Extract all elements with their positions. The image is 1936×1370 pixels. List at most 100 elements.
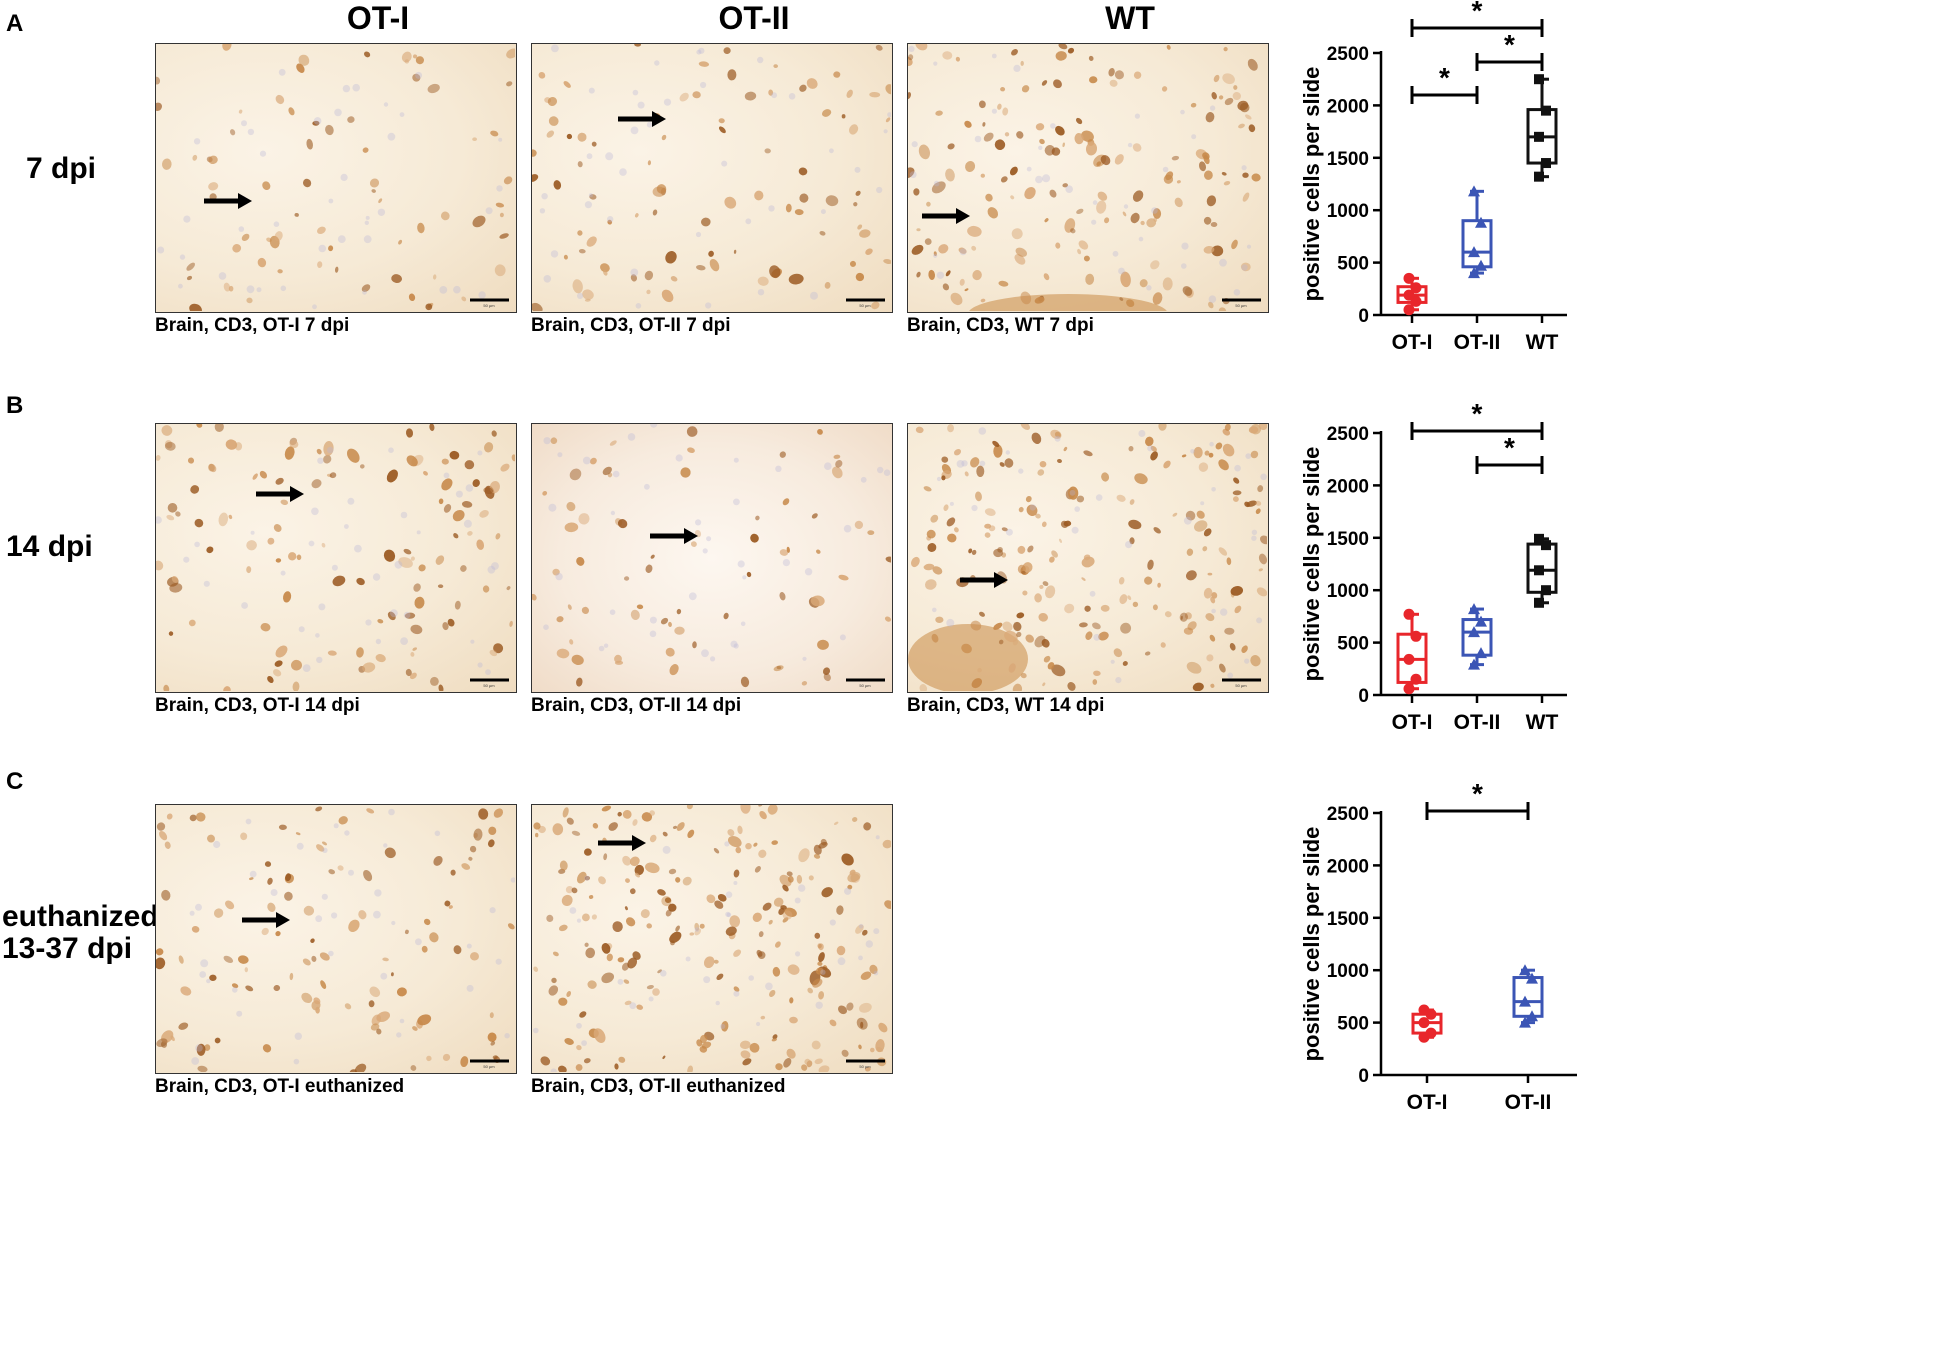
stained-cell: [1258, 568, 1263, 572]
stained-cell: [1218, 307, 1227, 311]
stained-cell: [1246, 500, 1257, 507]
stained-cell: [1133, 71, 1142, 79]
stained-cell: [572, 279, 583, 294]
stained-cell: [811, 513, 818, 519]
nucleus: [839, 634, 846, 641]
stained-cell: [1008, 663, 1016, 673]
stained-cell: [754, 866, 761, 873]
nucleus: [733, 498, 740, 506]
data-point: [1403, 272, 1415, 284]
nucleus: [1245, 453, 1252, 459]
nucleus: [609, 609, 616, 615]
nucleus: [635, 303, 642, 309]
data-point: [1534, 131, 1544, 142]
stained-cell: [1190, 102, 1197, 108]
micrograph-ot-i-euthanized: 50 µm: [155, 804, 517, 1074]
stained-cell: [1064, 603, 1075, 614]
nucleus: [663, 98, 672, 106]
nucleus: [1220, 608, 1228, 616]
nucleus: [302, 664, 311, 672]
nucleus: [334, 108, 342, 117]
panel-letter-b: B: [6, 392, 24, 419]
data-point: [1541, 158, 1551, 169]
stained-cell: [558, 924, 568, 932]
stained-cell: [275, 558, 282, 563]
stained-cell: [998, 639, 1004, 645]
stained-cell: [1084, 605, 1091, 612]
stained-cell: [983, 132, 994, 142]
stained-cell: [461, 863, 471, 870]
stained-cell: [838, 574, 849, 581]
box-ot-i: [1411, 1004, 1443, 1043]
stained-cell: [438, 498, 444, 505]
stained-cell: [267, 675, 274, 684]
stained-cell: [354, 1063, 367, 1072]
stained-cell: [1256, 587, 1267, 597]
stained-cell: [566, 817, 574, 825]
stained-cell: [222, 44, 232, 51]
micrograph-ot-ii-7dpi: 50 µm: [531, 43, 893, 313]
nucleus: [733, 457, 739, 463]
nucleus: [1183, 516, 1192, 525]
stained-cell: [328, 869, 335, 875]
scale-bar-label: 50 µm: [483, 303, 495, 308]
stained-cell: [1172, 512, 1178, 517]
nucleus: [971, 504, 978, 512]
stained-cell: [624, 906, 628, 911]
stained-cell: [1016, 131, 1024, 139]
nucleus: [466, 984, 474, 992]
stained-cell: [709, 258, 720, 272]
nucleus: [327, 446, 334, 454]
stained-cell: [583, 1058, 591, 1064]
stained-cell: [156, 957, 166, 970]
stained-cell: [926, 529, 936, 539]
stained-cell: [1198, 462, 1209, 472]
nucleus: [328, 950, 334, 957]
stained-cell: [1166, 44, 1171, 50]
stained-cell: [264, 861, 272, 867]
nucleus: [775, 465, 782, 472]
stained-cell: [1062, 142, 1065, 148]
stained-cell: [246, 540, 257, 551]
stained-cell: [676, 822, 685, 831]
nucleus: [348, 869, 354, 876]
stained-cell: [280, 499, 289, 505]
stained-cell: [1047, 662, 1055, 670]
significance-star: *: [1504, 432, 1515, 463]
stained-cell: [796, 874, 803, 884]
nucleus: [662, 845, 671, 854]
nucleus: [183, 215, 191, 223]
stained-cell: [799, 84, 807, 92]
nucleus: [383, 843, 388, 848]
stained-cell: [469, 845, 477, 853]
stained-cell: [164, 440, 173, 449]
data-point: [1403, 608, 1415, 620]
nucleus: [1151, 207, 1158, 214]
nucleus: [1191, 134, 1197, 140]
stained-cell: [779, 451, 786, 458]
stained-cell: [699, 923, 705, 929]
stained-cell: [390, 972, 394, 977]
stained-cell: [1218, 547, 1228, 556]
stained-cell: [1083, 255, 1090, 262]
stained-cell: [473, 828, 483, 841]
stained-cell: [284, 891, 293, 901]
stained-cell: [1233, 85, 1238, 90]
stained-cell: [581, 606, 590, 614]
nucleus: [991, 108, 997, 114]
stained-cell: [1037, 469, 1045, 476]
stained-cell: [452, 509, 465, 522]
stained-cell: [1012, 683, 1023, 691]
data-point: [1410, 282, 1422, 294]
nucleus: [603, 643, 609, 648]
stained-cell: [661, 134, 667, 141]
stained-cell: [1034, 635, 1046, 648]
stained-cell: [984, 532, 991, 538]
stained-cell: [818, 1065, 830, 1072]
arrow-icon: [684, 528, 698, 544]
stained-cell: [334, 266, 339, 273]
stained-cell: [277, 269, 283, 274]
stained-cell: [592, 823, 599, 829]
stained-cell: [714, 900, 724, 909]
stained-cell: [589, 457, 597, 465]
